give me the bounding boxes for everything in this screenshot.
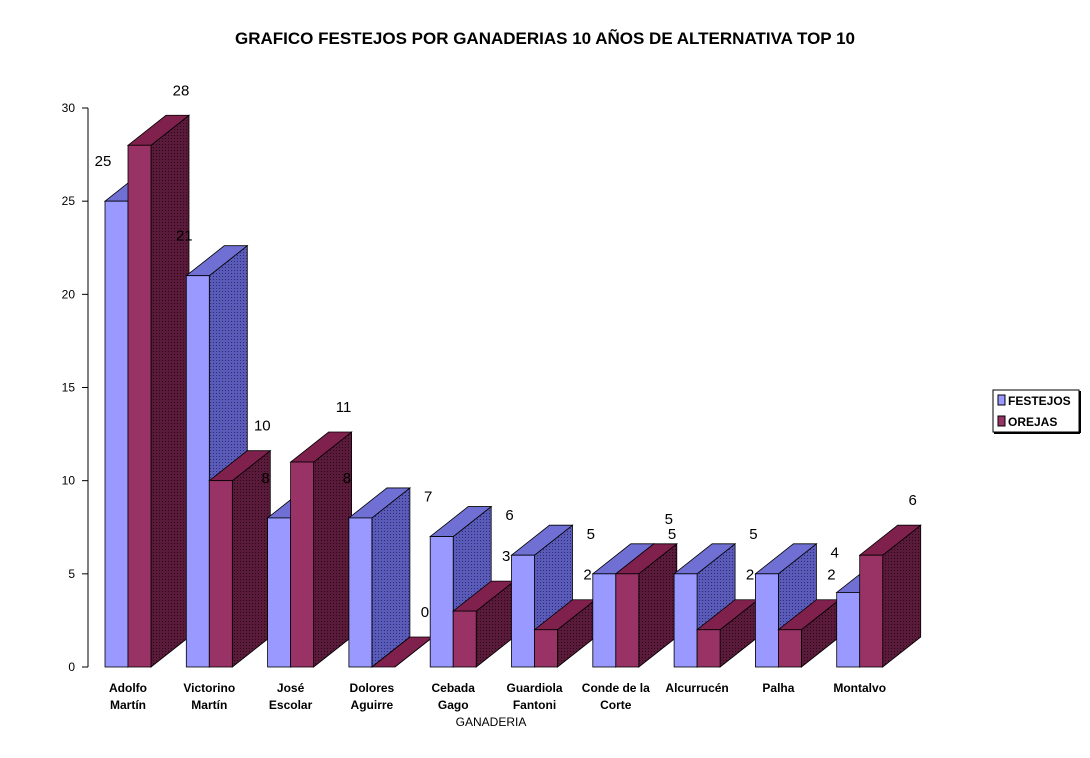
bar-orejas	[695, 598, 760, 668]
bar-front	[348, 517, 373, 668]
bar-front	[452, 610, 477, 668]
category-label: Guardiola Fantoni	[506, 681, 562, 712]
y-tick-label: 15	[62, 381, 76, 395]
data-label-orejas: 2	[746, 567, 754, 584]
data-label-festejos: 4	[831, 544, 839, 561]
bar-front	[859, 554, 884, 668]
category-label: Cebada Gago	[432, 681, 476, 712]
category-label: Montalvo	[833, 681, 886, 695]
category-labels: Adolfo Martín Victorino Martín José Escolar Do…	[109, 681, 886, 712]
bar-front	[836, 592, 861, 668]
category-label: Palha	[762, 681, 794, 695]
bar-side	[371, 487, 411, 668]
bar-orejas	[533, 598, 597, 668]
bar-front	[755, 573, 779, 668]
data-label-orejas: 10	[254, 418, 271, 435]
data-label-orejas: 5	[665, 511, 673, 528]
bar-front	[429, 536, 454, 668]
data-label-festejos: 5	[749, 526, 757, 543]
data-label-festejos: 7	[424, 489, 432, 506]
category-label: Victorino Martín	[183, 681, 235, 712]
bar-orejas	[452, 580, 516, 668]
data-label-festejos: 5	[668, 526, 676, 543]
legend-swatch-orejas	[997, 415, 1006, 427]
bar-front	[267, 517, 292, 668]
chart-title: GRAFICO FESTEJOS POR GANADERIAS 10 AÑOS …	[235, 28, 855, 48]
data-label-orejas: 0	[421, 604, 429, 621]
y-tick-label: 0	[68, 660, 75, 674]
data-label-orejas: 3	[502, 548, 510, 565]
bar-front	[127, 144, 152, 668]
data-label-festejos: 21	[176, 228, 193, 245]
y-tick-label: 25	[62, 194, 76, 208]
bar-front	[185, 275, 210, 668]
bar-front	[673, 573, 698, 668]
bar-front	[592, 573, 617, 668]
data-label-festejos: 8	[261, 470, 269, 487]
bar-front	[615, 573, 640, 668]
bar-front	[208, 480, 233, 668]
data-label-orejas: 11	[336, 399, 352, 416]
bar-front	[104, 200, 129, 668]
y-axis: 0 5 10 15 20 25 30	[62, 101, 89, 674]
bar-front	[511, 554, 535, 668]
legend: FESTEJOS OREJAS	[992, 389, 1081, 434]
data-label-festejos: 25	[95, 153, 112, 170]
data-label-orejas: 2	[827, 567, 835, 584]
data-label-orejas: 2	[583, 567, 591, 584]
legend-swatch-festejos	[997, 394, 1006, 406]
bar-orejas	[126, 114, 191, 668]
data-label-festejos: 6	[505, 507, 513, 524]
bar-side	[313, 431, 353, 668]
data-label-festejos: 8	[343, 470, 351, 487]
bar-orejas	[289, 431, 353, 668]
bar-orejas	[208, 449, 272, 668]
category-label: Conde de la Corte	[582, 681, 650, 712]
data-label-festejos: 5	[587, 526, 595, 543]
category-label: Adolfo Martín	[109, 681, 147, 712]
category-label: José Escolar	[269, 681, 313, 712]
y-tick-label: 30	[62, 101, 76, 115]
bar-front	[534, 629, 558, 668]
bar-orejas	[858, 524, 922, 668]
category-label: Dolores Aguirre	[350, 681, 395, 712]
x-axis-label: GANADERIA	[456, 715, 527, 729]
bar-side	[150, 114, 190, 668]
data-label-orejas: 6	[909, 492, 917, 509]
y-tick-label: 5	[68, 567, 75, 581]
plot-area	[103, 114, 922, 668]
bar-front	[290, 461, 315, 668]
bar-front	[696, 629, 721, 668]
data-label-orejas: 28	[173, 82, 190, 99]
bar-orejas	[614, 543, 678, 668]
y-tick-label: 20	[62, 287, 76, 301]
category-label: Alcurrucén	[665, 681, 728, 695]
y-tick-label: 10	[62, 474, 76, 488]
legend-label-orejas: OREJAS	[1008, 415, 1057, 429]
legend-label-festejos: FESTEJOS	[1008, 394, 1071, 408]
bar-orejas	[777, 598, 841, 668]
bar-front	[778, 629, 802, 668]
bar-festejos	[347, 487, 412, 668]
